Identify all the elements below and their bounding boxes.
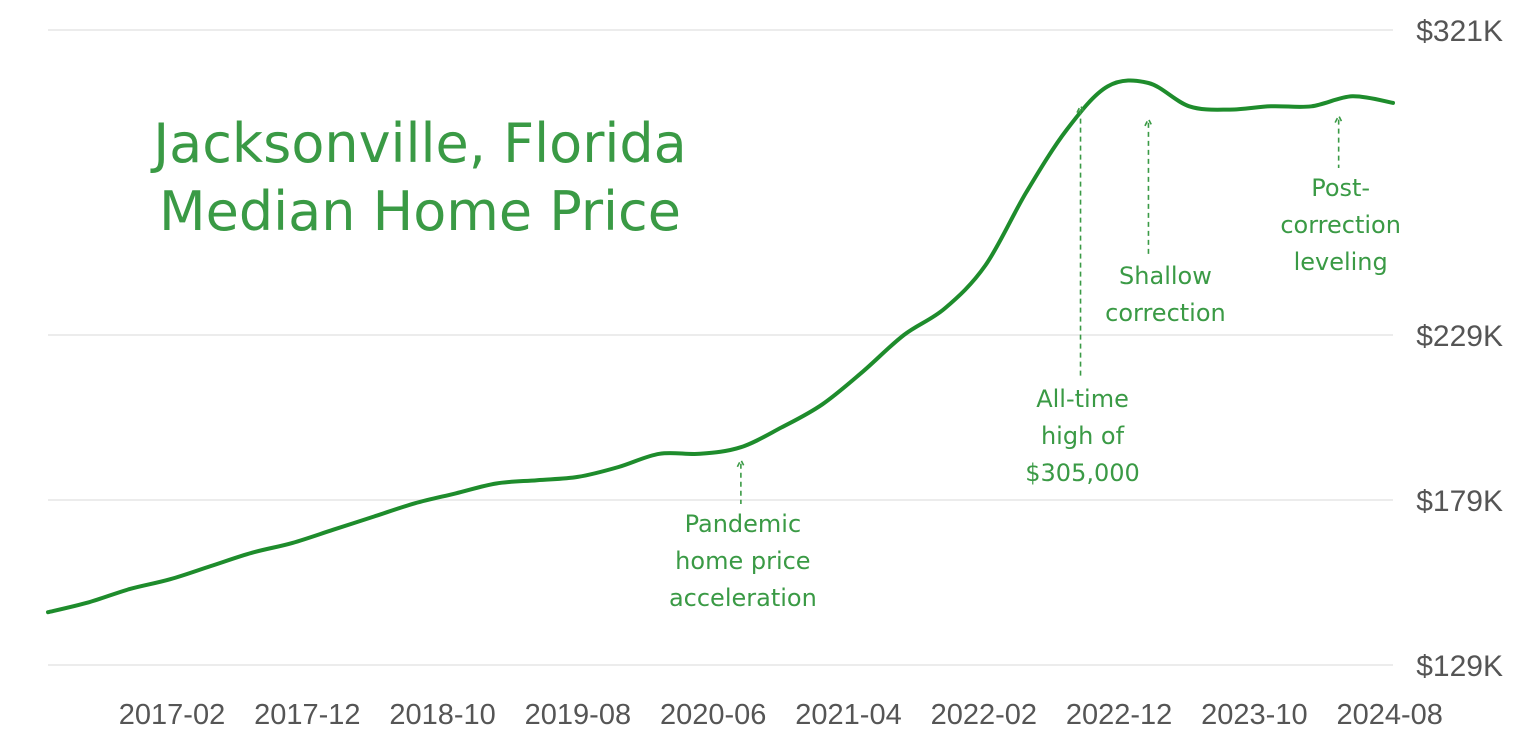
annotation-text: Post- — [1311, 174, 1370, 202]
annotations: Pandemic home price acceleration All-time hi… — [669, 103, 1401, 612]
x-tick-label: 2019-08 — [525, 699, 631, 731]
annotation-text: high of — [1041, 422, 1125, 450]
annotation-arrowhead — [736, 458, 746, 468]
annotation-text: Pandemic — [685, 510, 802, 538]
annotation-text: $305,000 — [1025, 459, 1140, 487]
series-line — [46, 78, 1395, 615]
annotation: All-time high of $305,000 — [1025, 103, 1140, 487]
x-tick-label: 2017-02 — [119, 699, 225, 731]
y-tick-label: $129K — [1416, 650, 1503, 683]
annotation: Shallow correction — [1105, 117, 1226, 327]
annotation: Post-correction leveling — [1280, 113, 1401, 276]
x-axis-ticks: 2017-02 2017-12 2018-10 2019-08 2020-06 2021-… — [119, 699, 1443, 731]
y-tick-label: $229K — [1416, 320, 1503, 353]
x-tick-label: 2024-08 — [1336, 699, 1442, 731]
annotation-arrowhead — [1076, 103, 1085, 113]
annotation-text: correction — [1105, 299, 1226, 327]
x-tick-label: 2017-12 — [254, 699, 360, 731]
chart-title-line-2: Median Home Price — [159, 180, 681, 243]
grid-lines — [48, 29, 1393, 666]
x-tick-label: 2022-12 — [1066, 699, 1172, 731]
annotation-text: Shallow — [1119, 262, 1212, 290]
x-tick-label: 2018-10 — [389, 699, 495, 731]
annotation: Pandemic home price acceleration — [669, 458, 817, 612]
annotation-arrowhead — [1334, 113, 1343, 123]
y-tick-label: $321K — [1416, 15, 1503, 48]
annotation-text: All-time — [1036, 385, 1129, 413]
y-tick-label: $179K — [1416, 485, 1503, 518]
annotation-text: correction — [1280, 211, 1401, 239]
annotation-text: acceleration — [669, 584, 817, 612]
x-tick-label: 2020-06 — [660, 699, 766, 731]
y-axis-ticks: $129K $179K $229K $321K — [1416, 15, 1503, 683]
x-tick-label: 2022-02 — [931, 699, 1037, 731]
annotation-text: leveling — [1294, 248, 1388, 276]
chart-title-line-1: Jacksonville, Florida — [150, 112, 687, 175]
series-layer — [46, 78, 1395, 615]
annotation-arrowhead — [1144, 117, 1153, 127]
x-tick-label: 2021-04 — [795, 699, 901, 731]
annotation-text: home price — [675, 547, 810, 575]
chart-title: Jacksonville, Florida Median Home Price — [150, 112, 687, 243]
x-tick-label: 2023-10 — [1201, 699, 1307, 731]
